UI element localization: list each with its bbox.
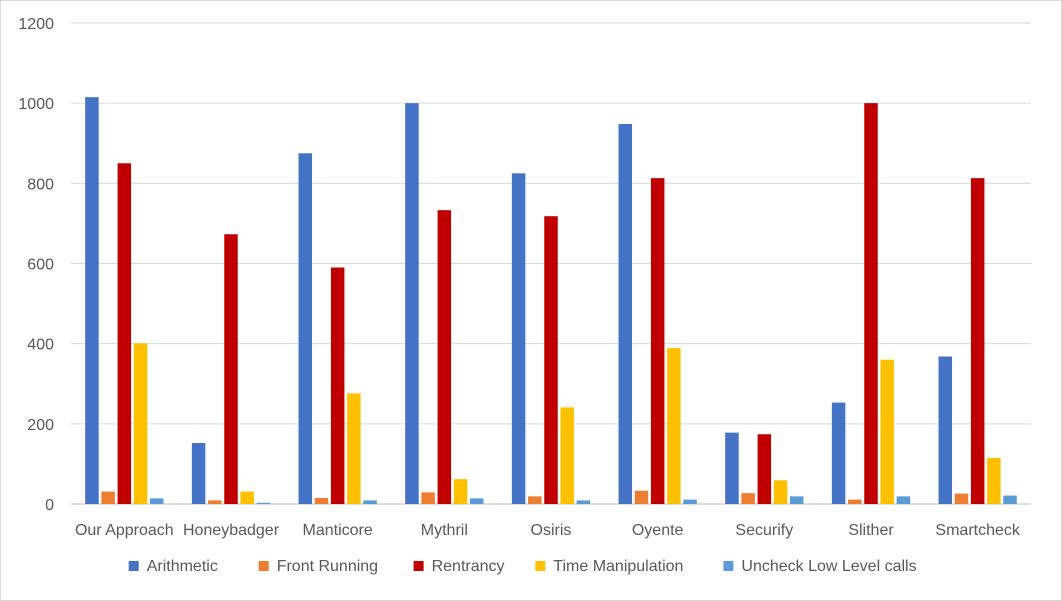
- x-tick-label: Oyente: [632, 522, 684, 539]
- legend-item: Uncheck Low Level calls: [723, 558, 917, 575]
- legend-item: Time Manipulation: [535, 558, 683, 575]
- bar-rentrancy: [117, 163, 132, 504]
- bar-rentrancy: [864, 103, 878, 505]
- y-tick-label: 400: [27, 337, 54, 354]
- legend-swatch: [258, 561, 269, 571]
- bar-time-manipulation: [240, 491, 254, 504]
- bar-rentrancy: [544, 216, 558, 504]
- bar-uncheck-low-level-calls: [256, 502, 271, 504]
- y-tick-label: 1000: [18, 96, 54, 113]
- x-axis-ticks: Our Approach Honeybadger Manticore Mythril O…: [75, 522, 1021, 539]
- bar-rentrancy: [330, 267, 345, 504]
- y-tick-label: 800: [27, 176, 54, 193]
- bar-rentrancy: [650, 178, 665, 504]
- bar-uncheck-low-level-calls: [896, 496, 911, 504]
- bar-uncheck-low-level-calls: [789, 496, 804, 504]
- legend-item: Arithmetic: [128, 558, 218, 575]
- bar-uncheck-low-level-calls: [363, 500, 377, 504]
- bar-time-manipulation: [347, 393, 361, 504]
- bar-time-manipulation: [133, 343, 148, 504]
- legend-label: Arithmetic: [147, 558, 218, 575]
- bar-arithmetic: [725, 432, 739, 504]
- bar-uncheck-low-level-calls: [683, 499, 697, 504]
- bar-front-running: [101, 491, 115, 504]
- legend-label: Rentrancy: [432, 558, 505, 575]
- legend-swatch: [535, 561, 546, 571]
- x-tick-label: Mythril: [421, 522, 468, 539]
- legend-label: Time Manipulation: [553, 558, 683, 575]
- bar-rentrancy: [970, 178, 985, 504]
- legend-swatch: [128, 561, 139, 571]
- bar-time-manipulation: [453, 479, 468, 504]
- bar-front-running: [741, 493, 755, 504]
- bar-time-manipulation: [880, 359, 894, 504]
- legend-item: Rentrancy: [413, 558, 505, 575]
- bar-rentrancy: [224, 234, 238, 504]
- x-tick-label: Osiris: [531, 522, 572, 539]
- legend-swatch: [723, 561, 734, 571]
- bar-arithmetic: [831, 402, 846, 504]
- legend-item: Front Running: [258, 558, 378, 575]
- x-tick-label: Securify: [735, 522, 793, 539]
- bar-time-manipulation: [667, 348, 681, 504]
- bar-time-manipulation: [560, 407, 574, 504]
- bar-rentrancy: [757, 434, 772, 504]
- x-tick-label: Manticore: [303, 522, 373, 539]
- bar-front-running: [421, 492, 435, 504]
- legend: Arithmetic Front Running Rentrancy Time Man…: [128, 558, 917, 575]
- bars: [85, 97, 1017, 505]
- y-tick-label: 200: [27, 417, 54, 434]
- bar-time-manipulation: [987, 457, 1001, 504]
- bar-uncheck-low-level-calls: [469, 498, 484, 504]
- bar-front-running: [528, 496, 542, 504]
- bar-rentrancy: [437, 210, 452, 505]
- y-tick-label: 0: [45, 497, 54, 514]
- bar-arithmetic: [511, 173, 526, 504]
- bar-uncheck-low-level-calls: [1003, 495, 1017, 504]
- bar-arithmetic: [191, 443, 206, 504]
- bar-arithmetic: [85, 97, 99, 504]
- x-tick-label: Smartcheck: [935, 522, 1020, 539]
- bar-arithmetic: [298, 153, 313, 505]
- bar-front-running: [634, 490, 649, 504]
- bar-uncheck-low-level-calls: [576, 500, 591, 504]
- y-axis-ticks: 0 200 400 600 800 1000 1200: [18, 16, 54, 514]
- y-tick-label: 600: [27, 257, 54, 274]
- legend-label: Uncheck Low Level calls: [741, 558, 916, 575]
- bar-uncheck-low-level-calls: [149, 498, 164, 504]
- legend-label: Front Running: [277, 558, 378, 575]
- x-tick-label: Our Approach: [75, 522, 174, 539]
- x-tick-label: Slither: [848, 522, 894, 539]
- y-tick-label: 1200: [18, 16, 54, 33]
- bar-arithmetic: [938, 356, 953, 504]
- bar-front-running: [848, 499, 862, 504]
- bar-front-running: [954, 493, 969, 504]
- legend-swatch: [413, 561, 424, 571]
- bar-arithmetic: [405, 103, 419, 505]
- bar-front-running: [208, 500, 222, 504]
- bar-time-manipulation: [773, 480, 788, 504]
- bar-front-running: [314, 497, 329, 504]
- bar-arithmetic: [618, 124, 633, 504]
- x-tick-label: Honeybadger: [183, 522, 280, 539]
